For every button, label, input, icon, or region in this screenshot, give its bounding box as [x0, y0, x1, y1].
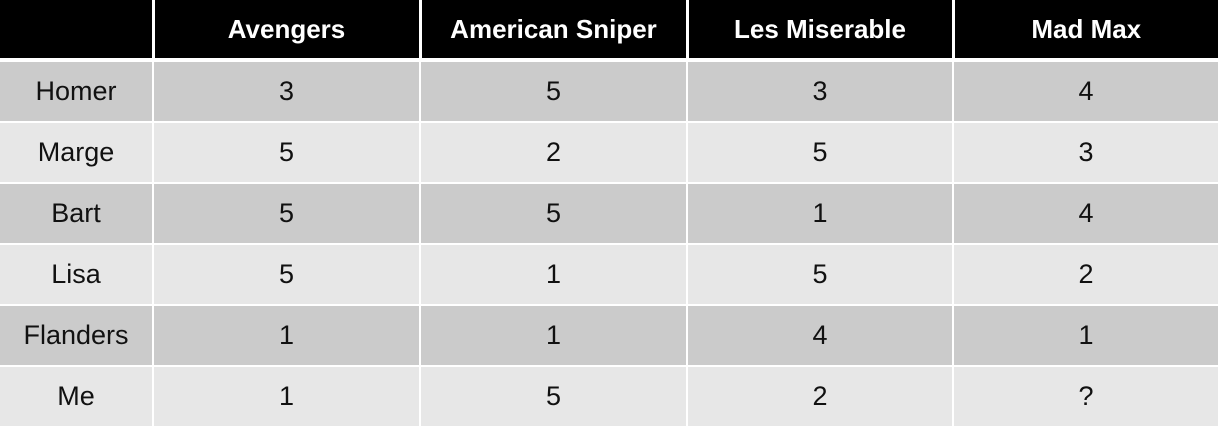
row-label: Marge [0, 121, 153, 183]
rating-cell: 1 [419, 243, 687, 305]
rating-cell: 3 [686, 59, 953, 122]
row-label: Flanders [0, 304, 153, 366]
rating-cell: 3 [152, 59, 420, 122]
table-row: Bart 5 5 1 4 [0, 182, 1218, 244]
rating-cell: 5 [686, 243, 953, 305]
column-header-les-miserable: Les Miserable [685, 0, 953, 60]
table-row: Marge 5 2 5 3 [0, 121, 1218, 183]
rating-cell: 5 [419, 365, 687, 426]
rating-cell: 1 [419, 304, 687, 366]
header-row: Avengers American Sniper Les Miserable M… [0, 0, 1218, 60]
rating-cell: 1 [152, 365, 420, 426]
table-row: Homer 3 5 3 4 [0, 59, 1218, 122]
rating-cell: 2 [686, 365, 953, 426]
rating-cell: 1 [152, 304, 420, 366]
table-row: Flanders 1 1 4 1 [0, 304, 1218, 366]
row-label: Me [0, 365, 153, 426]
row-label: Homer [0, 59, 153, 122]
column-header-avengers: Avengers [151, 0, 420, 60]
rating-cell: 2 [419, 121, 687, 183]
column-header-american-sniper: American Sniper [418, 0, 687, 60]
rating-cell: 5 [152, 243, 420, 305]
rating-cell: 5 [152, 182, 420, 244]
rating-cell: 1 [686, 182, 953, 244]
table-row: Lisa 5 1 5 2 [0, 243, 1218, 305]
rating-cell: 1 [952, 304, 1218, 366]
rating-cell: 5 [419, 59, 687, 122]
column-header-mad-max: Mad Max [951, 0, 1218, 60]
corner-cell [0, 0, 153, 60]
rating-cell: 4 [686, 304, 953, 366]
rating-cell: 3 [952, 121, 1218, 183]
rating-cell: ? [952, 365, 1218, 426]
rating-cell: 2 [952, 243, 1218, 305]
rating-cell: 4 [952, 182, 1218, 244]
row-label: Lisa [0, 243, 153, 305]
rating-cell: 4 [952, 59, 1218, 122]
row-label: Bart [0, 182, 153, 244]
rating-cell: 5 [419, 182, 687, 244]
rating-cell: 5 [686, 121, 953, 183]
table-row: Me 1 5 2 ? [0, 365, 1218, 426]
rating-cell: 5 [152, 121, 420, 183]
